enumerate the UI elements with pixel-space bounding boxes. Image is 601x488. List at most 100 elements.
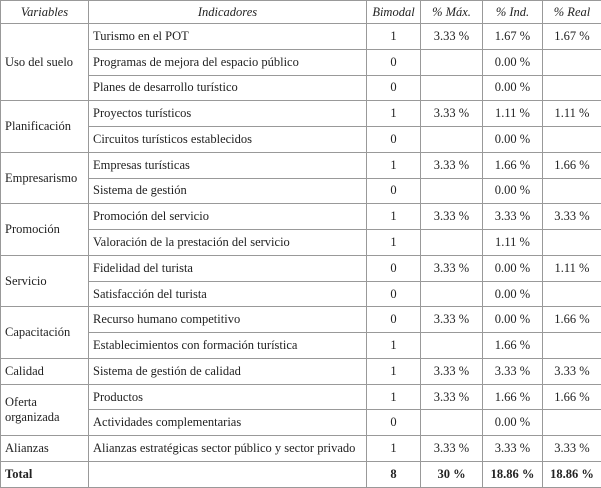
indicator-cell: Valoración de la prestación del servicio [88, 229, 367, 256]
value-cell: 1 [366, 100, 421, 128]
table-row: Actividades complementarias 0 0.00 % [1, 409, 601, 437]
value-cell: 0 [366, 177, 421, 205]
variable-cell: Alianzas [0, 435, 89, 463]
value-cell: 0.00 % [482, 306, 543, 334]
value-cell: 0 [366, 126, 421, 153]
column-header: % Real [542, 0, 601, 24]
indicator-cell: Promoción del servicio [88, 203, 367, 231]
variable-cell: Calidad [0, 357, 89, 385]
table-row: Establecimientos con formación turística… [1, 332, 601, 359]
table-row: Sistema de gestión 0 0.00 % [1, 177, 601, 205]
total-value: 8 [366, 461, 421, 488]
value-cell: 0 [366, 409, 421, 437]
indicator-cell: Proyectos turísticos [88, 100, 367, 128]
value-cell: 1.66 % [482, 151, 543, 179]
indicator-cell: Empresas turísticas [88, 151, 367, 179]
table-row: Satisfacción del turista 0 0.00 % [1, 280, 601, 308]
value-cell: 0.00 % [482, 280, 543, 308]
value-cell: 3.33 % [420, 306, 483, 334]
indicator-cell: Satisfacción del turista [88, 280, 367, 308]
value-cell: 3.33 % [420, 383, 483, 411]
column-header: Indicadores [88, 0, 367, 24]
table-row: Oferta organizada Productos 1 3.33 % 1.66 % 1… [0, 383, 601, 437]
value-cell: 1 [366, 23, 421, 50]
value-cell: 3.33 % [542, 435, 601, 463]
variable-cell: Planificación [0, 100, 89, 153]
value-cell [420, 74, 483, 102]
value-cell: 1.11 % [482, 229, 543, 256]
indicator-cell: Planes de desarrollo turístico [88, 74, 367, 102]
total-value: 18.86 % [542, 461, 601, 488]
indicator-cell: Turismo en el POT [88, 23, 367, 50]
table-row: Programas de mejora del espacio público 0… [1, 48, 601, 76]
value-cell [542, 409, 601, 437]
indicator-cell: Recurso humano competitivo [88, 306, 367, 334]
value-cell: 1.11 % [482, 100, 543, 128]
table-row: Uso del suelo Turismo en el POT 1 3.33 % 1.6… [0, 22, 601, 102]
table-row: Calidad Sistema de gestión de calidad 1 3.3… [0, 357, 601, 385]
value-cell: 1 [366, 332, 421, 359]
table-body: Uso del suelo Turismo en el POT 1 3.33 % 1.6… [0, 22, 601, 488]
variable-cell: Oferta organizada [0, 383, 89, 437]
value-cell: 3.33 % [482, 203, 543, 231]
table-row: Planificación Proyectos turísticos 1 3.33 %… [0, 100, 601, 153]
value-cell: 0.00 % [482, 177, 543, 205]
table-row: Alianzas Alianzas estratégicas sector púb… [0, 435, 601, 463]
table-row: Capacitación Recurso humano competitivo 0 3… [0, 306, 601, 359]
value-cell: 1 [366, 151, 421, 179]
value-cell: 3.33 % [420, 435, 483, 463]
value-cell: 0 [366, 306, 421, 334]
value-cell: 1 [366, 435, 421, 463]
value-cell: 1 [366, 203, 421, 231]
value-cell: 0.00 % [482, 409, 543, 437]
value-cell: 0 [366, 48, 421, 76]
value-cell [420, 48, 483, 76]
value-cell: 3.33 % [542, 357, 601, 385]
column-header: % Máx. [420, 0, 483, 24]
value-cell: 3.33 % [482, 357, 543, 385]
table-row: Valoración de la prestación del servicio… [1, 229, 601, 256]
value-cell: 1.66 % [482, 332, 543, 359]
value-cell [420, 177, 483, 205]
value-cell: 0.00 % [482, 74, 543, 102]
indicator-cell: Establecimientos con formación turística [88, 332, 367, 359]
value-cell: 3.33 % [420, 23, 483, 50]
value-cell: 1.66 % [542, 151, 601, 179]
variable-cell: Servicio [0, 254, 89, 308]
indicator-cell: Programas de mejora del espacio público [88, 48, 367, 76]
value-cell [420, 280, 483, 308]
value-cell: 0.00 % [482, 254, 543, 282]
value-cell: 3.33 % [420, 254, 483, 282]
indicator-cell: Circuitos turísticos establecidos [88, 126, 367, 153]
column-header: Variables [0, 0, 89, 24]
value-cell [420, 332, 483, 359]
variable-cell: Promoción [0, 203, 89, 256]
value-cell: 0 [366, 280, 421, 308]
table-row: Promoción Promoción del servicio 1 3.33 % 3.… [0, 203, 601, 256]
indicator-cell: Sistema de gestión de calidad [88, 357, 367, 385]
value-cell: 1 [366, 383, 421, 411]
total-row: Total 8 30 % 18.86 % 18.86 % [0, 461, 601, 488]
indicator-cell: Productos [88, 383, 367, 411]
value-cell: 1 [366, 229, 421, 256]
indicator-cell: Sistema de gestión [88, 177, 367, 205]
value-cell [542, 177, 601, 205]
value-cell [542, 74, 601, 102]
value-cell: 1.67 % [542, 23, 601, 50]
value-cell: 0 [366, 254, 421, 282]
value-cell: 0.00 % [482, 126, 543, 153]
value-cell [542, 280, 601, 308]
value-cell [542, 332, 601, 359]
total-value: 30 % [420, 461, 483, 488]
column-header: % Ind. [482, 0, 543, 24]
header-row: Variables Indicadores Bimodal% Máx.% Ind.%… [0, 0, 601, 24]
variable-cell: Capacitación [0, 306, 89, 359]
total-value: 18.86 % [482, 461, 543, 488]
value-cell: 1.66 % [482, 383, 543, 411]
indicator-cell: Fidelidad del turista [88, 254, 367, 282]
total-label: Total [0, 461, 89, 488]
value-cell: 3.33 % [420, 151, 483, 179]
value-cell: 0 [366, 74, 421, 102]
